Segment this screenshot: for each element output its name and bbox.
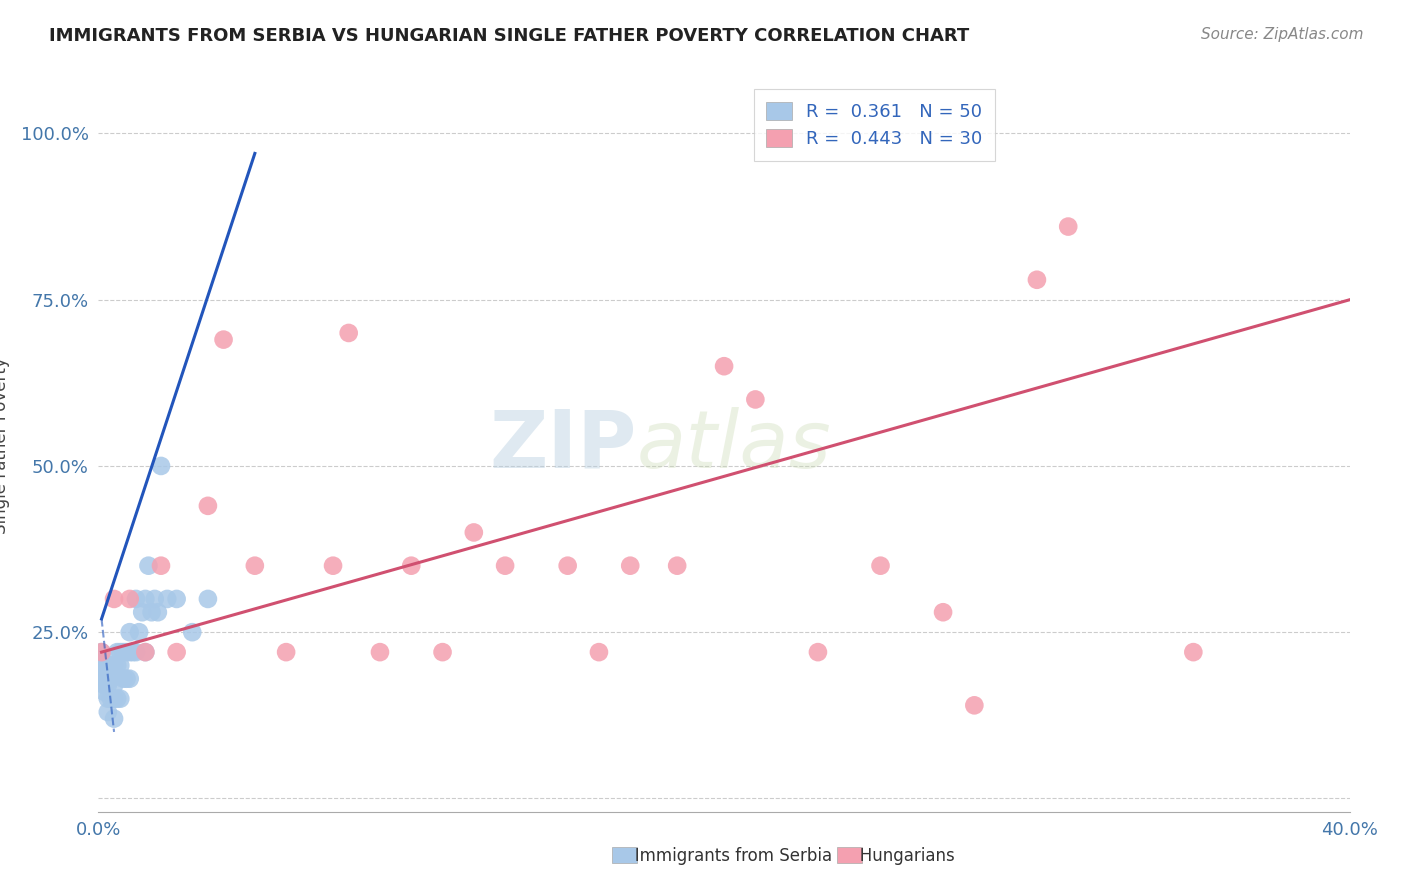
Text: Immigrants from Serbia: Immigrants from Serbia <box>619 847 832 865</box>
Point <box>666 558 689 573</box>
Point <box>118 645 141 659</box>
Point <box>105 691 128 706</box>
Text: ZIP: ZIP <box>489 407 637 485</box>
Point <box>105 658 128 673</box>
Y-axis label: Single Father Poverty: Single Father Poverty <box>0 358 10 534</box>
Point <box>368 645 391 659</box>
Point <box>90 645 112 659</box>
Point <box>143 591 166 606</box>
Point <box>93 685 115 699</box>
Point <box>93 678 115 692</box>
Point <box>103 591 125 606</box>
Point <box>121 645 143 659</box>
Point <box>557 558 579 573</box>
Point <box>150 458 173 473</box>
Point <box>588 645 610 659</box>
Point <box>134 645 156 659</box>
Point <box>97 658 120 673</box>
Point <box>322 558 344 573</box>
Point <box>110 691 132 706</box>
Point <box>869 558 891 573</box>
Legend: R =  0.361   N = 50, R =  0.443   N = 30: R = 0.361 N = 50, R = 0.443 N = 30 <box>754 89 995 161</box>
Point <box>97 691 120 706</box>
Point <box>463 525 485 540</box>
Point <box>401 558 423 573</box>
Point <box>97 672 120 686</box>
Point <box>125 591 148 606</box>
Point <box>93 672 115 686</box>
Point <box>337 326 360 340</box>
Point <box>103 712 125 726</box>
Point <box>138 558 160 573</box>
Point <box>156 591 179 606</box>
Point <box>197 591 219 606</box>
Point <box>115 645 138 659</box>
Point <box>166 591 188 606</box>
Point <box>90 665 112 679</box>
Point <box>197 499 219 513</box>
Point <box>166 645 188 659</box>
Point <box>112 645 135 659</box>
Point <box>1026 273 1049 287</box>
Point <box>128 625 150 640</box>
Text: atlas: atlas <box>637 407 831 485</box>
Text: Source: ZipAtlas.com: Source: ZipAtlas.com <box>1201 27 1364 42</box>
Point <box>494 558 516 573</box>
Point <box>110 645 132 659</box>
Point <box>1057 219 1080 234</box>
Point <box>118 625 141 640</box>
Point <box>963 698 986 713</box>
Point <box>110 658 132 673</box>
Point <box>146 605 169 619</box>
Point <box>105 645 128 659</box>
Point <box>150 558 173 573</box>
Point <box>744 392 766 407</box>
Point <box>100 672 122 686</box>
Text: Hungarians: Hungarians <box>844 847 955 865</box>
Point <box>90 658 112 673</box>
Point <box>118 591 141 606</box>
Point <box>932 605 955 619</box>
Point <box>97 678 120 692</box>
Point <box>807 645 830 659</box>
Text: IMMIGRANTS FROM SERBIA VS HUNGARIAN SINGLE FATHER POVERTY CORRELATION CHART: IMMIGRANTS FROM SERBIA VS HUNGARIAN SING… <box>49 27 970 45</box>
Point <box>134 591 156 606</box>
Point <box>100 691 122 706</box>
Point <box>131 605 153 619</box>
Point <box>619 558 641 573</box>
Point <box>90 652 112 666</box>
Point <box>274 645 298 659</box>
Point <box>713 359 735 374</box>
Point <box>90 645 112 659</box>
Point <box>212 333 235 347</box>
Point <box>100 658 122 673</box>
Point <box>118 672 141 686</box>
Point <box>243 558 266 573</box>
Point <box>97 705 120 719</box>
Point <box>93 665 115 679</box>
Point <box>125 645 148 659</box>
Point <box>141 605 163 619</box>
Point <box>93 658 115 673</box>
Point <box>103 678 125 692</box>
Point <box>115 672 138 686</box>
Point <box>103 658 125 673</box>
Point <box>1182 645 1205 659</box>
Point <box>181 625 204 640</box>
Point <box>134 645 156 659</box>
Point <box>432 645 454 659</box>
Point <box>103 691 125 706</box>
Point <box>112 672 135 686</box>
